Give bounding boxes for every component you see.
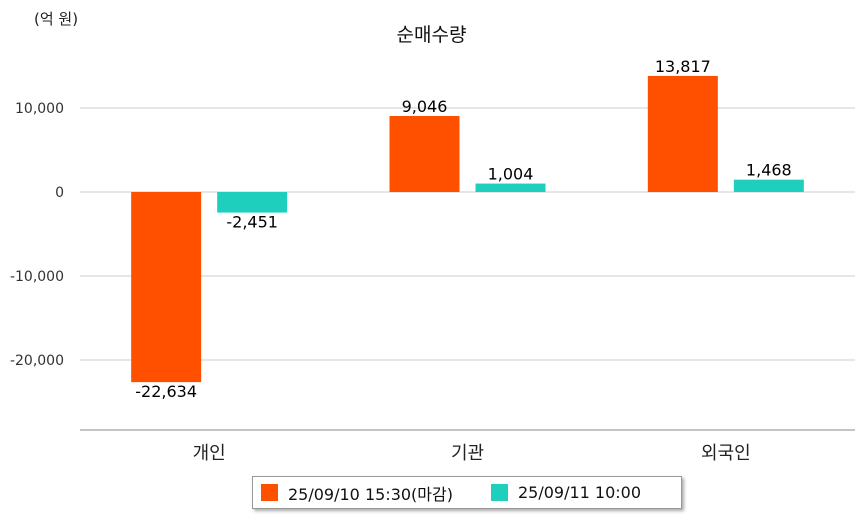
chart-title: 순매수량 [396,24,467,46]
bar [389,116,460,192]
bar [217,192,288,213]
legend: 25/09/10 15:30(마감) 25/09/11 10:00 [252,476,682,509]
legend-label-series-1: 25/09/10 15:30(마감) [288,484,453,504]
legend-item-series-2[interactable]: 25/09/11 10:00 [490,483,642,502]
legend-item-series-1[interactable]: 25/09/10 15:30(마감) [261,481,453,505]
data-label: -2,451 [226,213,278,232]
bar [131,192,202,383]
x-tick-label: 개인 [193,443,226,464]
legend-swatch-series-1 [261,484,278,501]
x-tick-label: 기관 [451,443,484,464]
legend-label-series-2: 25/09/11 10:00 [517,483,642,502]
legend-swatch-series-2 [490,484,508,501]
x-tick-label: 외국인 [701,443,751,464]
bar [475,183,546,192]
data-label: 9,046 [402,97,448,116]
data-label: 1,468 [746,161,792,180]
unit-label: (억 원) [34,10,79,28]
y-tick-label: -20,000 [10,353,64,369]
data-label: 1,004 [488,165,534,184]
data-label: -22,634 [135,382,197,401]
y-tick-label: 0 [55,185,64,201]
bar [733,179,804,192]
y-tick-label: 10,000 [15,101,64,117]
data-label: 13,817 [655,57,711,76]
bar [647,75,718,192]
y-tick-label: -10,000 [10,269,64,285]
